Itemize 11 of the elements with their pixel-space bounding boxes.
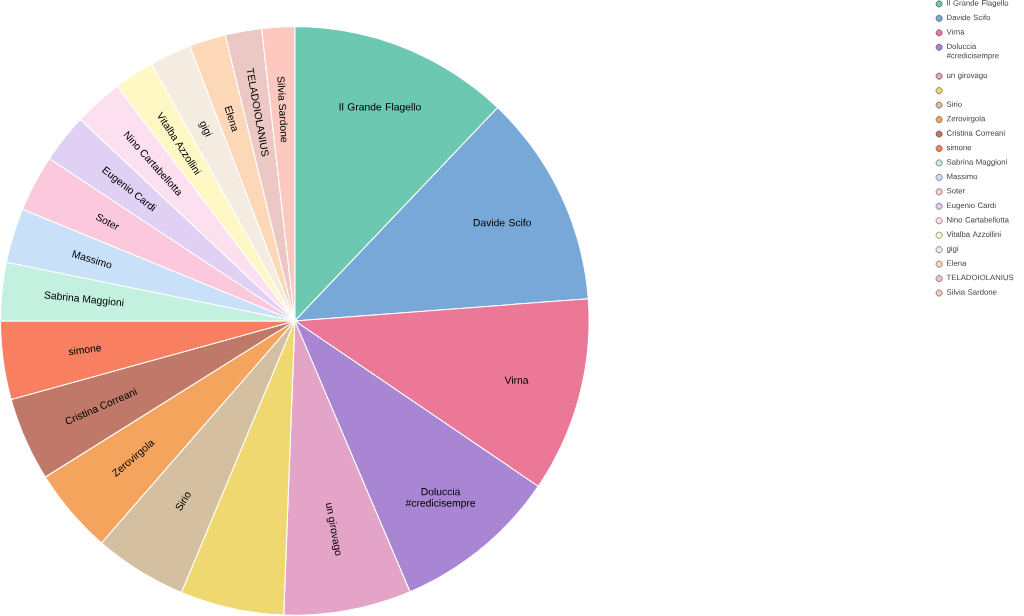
slice-label: Il Grande Flagello xyxy=(339,103,421,113)
category-label: Elena xyxy=(224,105,237,133)
slice-label: Davide Scifo xyxy=(473,218,532,227)
slice-label: Virna xyxy=(504,376,529,385)
slice-label: gigi xyxy=(198,121,213,137)
slice-label: Silvia Sardone xyxy=(277,76,288,143)
slice-label: Soter xyxy=(96,214,120,230)
slice-label: Sabrina Maggioni xyxy=(44,291,124,307)
slice-label: un girovago xyxy=(325,503,341,556)
slice-label: simone xyxy=(68,345,102,356)
slice-label: Doluccia #credicisempre xyxy=(405,487,476,509)
